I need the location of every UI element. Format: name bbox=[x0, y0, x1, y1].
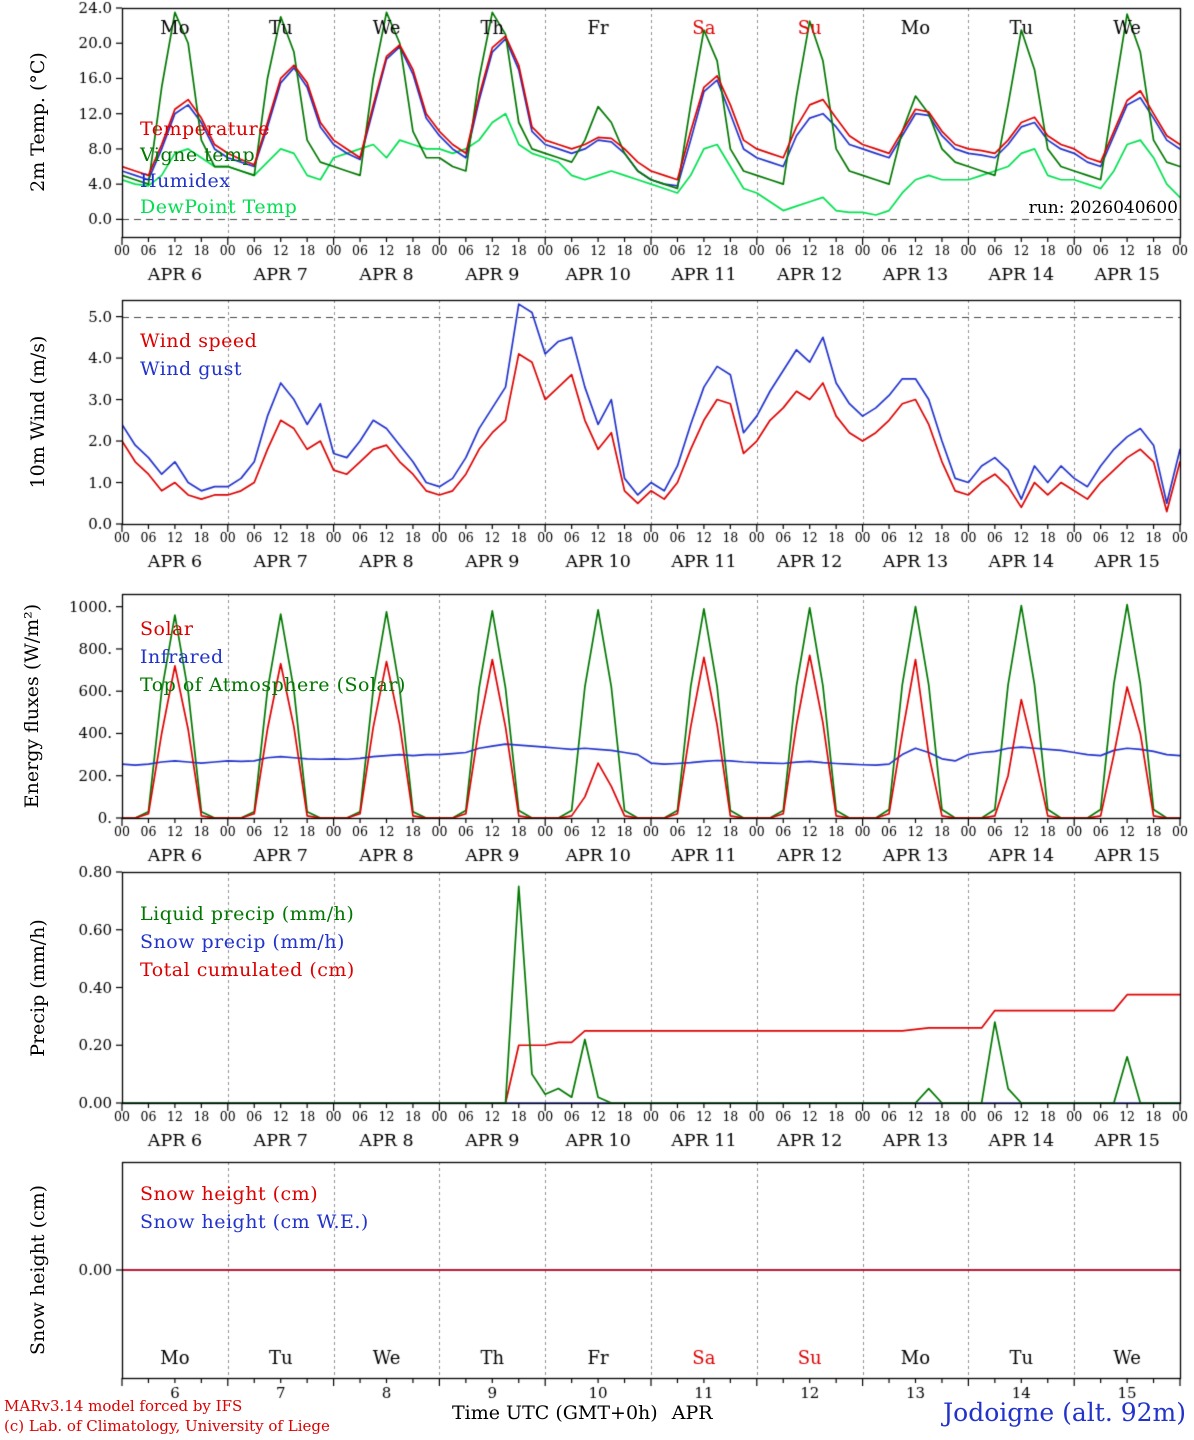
y-axis-label-snow: Snow height (cm) bbox=[27, 1184, 49, 1356]
y-axis-label-temperature: 2m Temp. (°C) bbox=[27, 52, 49, 192]
legend-temperature: Temperature bbox=[140, 118, 270, 140]
legend-solar: Solar bbox=[140, 618, 194, 640]
y-axis-label-wind: 10m Wind (m/s) bbox=[27, 335, 49, 489]
legend-snow-height-we: Snow height (cm W.E.) bbox=[140, 1211, 369, 1233]
legend-infrared: Infrared bbox=[140, 646, 224, 668]
legend-snow-precip: Snow precip (mm/h) bbox=[140, 931, 345, 953]
legend-total-cumulated: Total cumulated (cm) bbox=[140, 959, 355, 981]
y-axis-label-energy: Energy fluxes (W/m²) bbox=[21, 603, 43, 809]
legend-dewpoint-temp: DewPoint Temp bbox=[140, 196, 298, 218]
lab-credit-line: (c) Lab. of Climatology, University of L… bbox=[4, 1417, 330, 1435]
run-label: run: 2026040600 bbox=[1028, 198, 1178, 218]
footer-credits: MARv3.14 model forced by IFS (c) Lab. of… bbox=[4, 1396, 330, 1436]
legend-vigne-temp: Vigne temp bbox=[140, 144, 256, 166]
time-utc-label: Time UTC (GMT+0h) bbox=[452, 1402, 658, 1424]
time-axis-caption: Time UTC (GMT+0h) APR bbox=[452, 1402, 713, 1424]
legend-wind-speed: Wind speed bbox=[140, 330, 258, 352]
legend-wind-gust: Wind gust bbox=[140, 358, 242, 380]
legend-top-of-atmosphere: Top of Atmosphere (Solar) bbox=[140, 674, 406, 696]
model-credit-line: MARv3.14 model forced by IFS bbox=[4, 1397, 243, 1415]
y-axis-label-precip: Precip (mm/h) bbox=[27, 919, 49, 1057]
month-label: APR bbox=[671, 1402, 713, 1424]
legend-liquid-precip: Liquid precip (mm/h) bbox=[140, 903, 355, 925]
legend-snow-height: Snow height (cm) bbox=[140, 1183, 319, 1205]
legend-humidex: Humidex bbox=[140, 170, 231, 192]
station-label: Jodoigne (alt. 92m) bbox=[943, 1398, 1186, 1427]
